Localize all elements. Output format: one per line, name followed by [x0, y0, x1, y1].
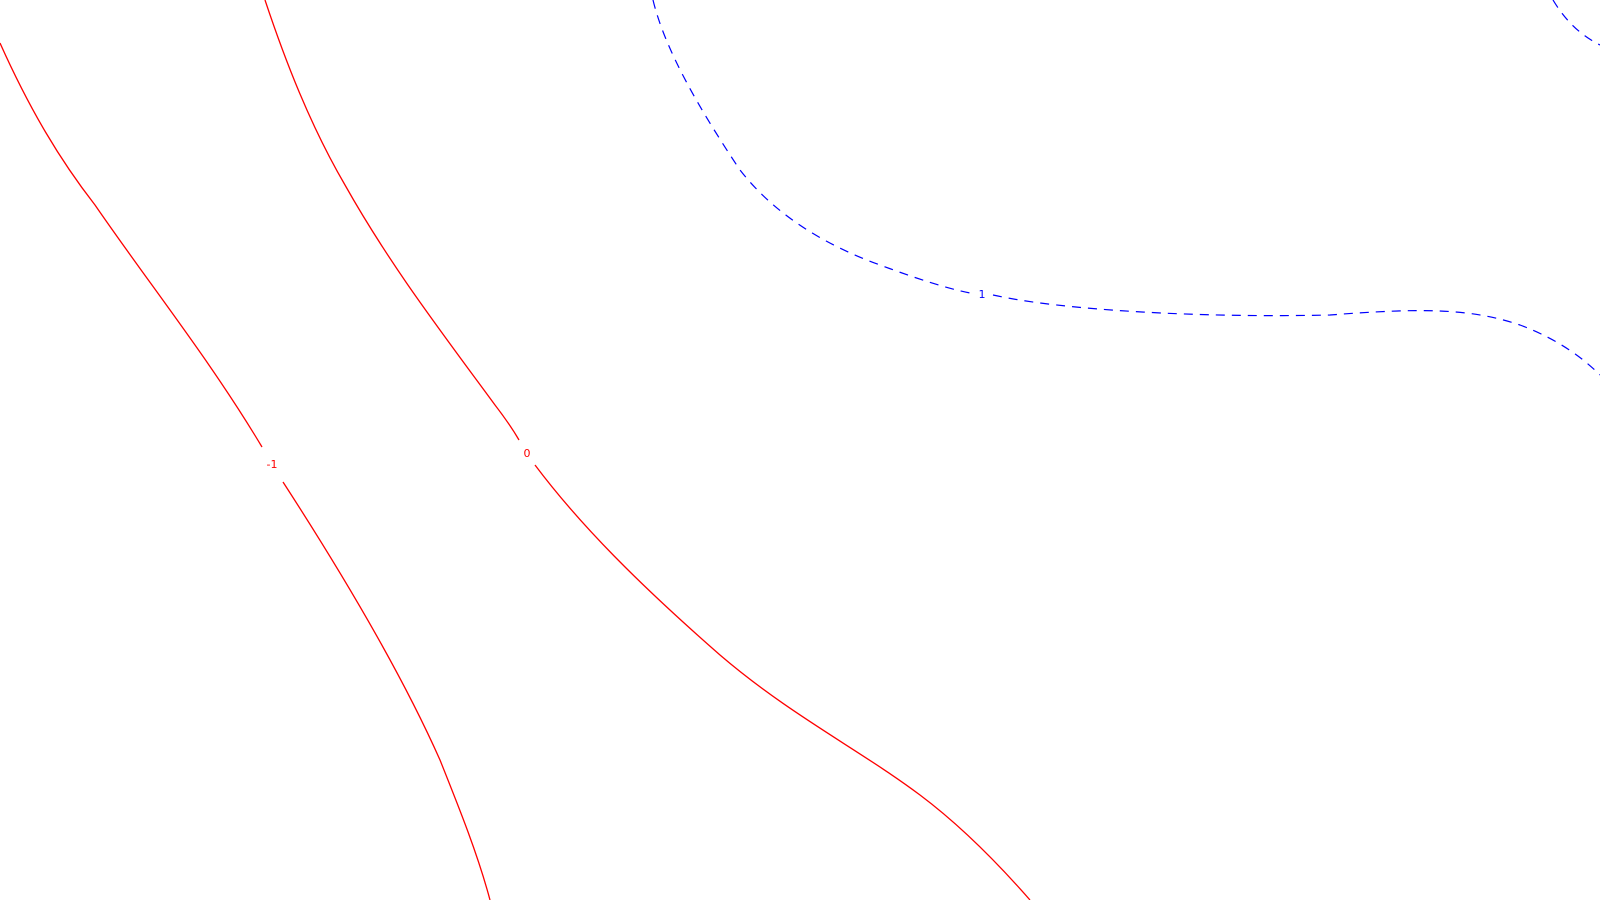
contour-label-minus-1: -1 [267, 458, 278, 471]
contour-label-1: 1 [979, 288, 986, 301]
contour-line-0-lower [534, 464, 1031, 900]
contour-line-1-corner [1552, 0, 1600, 46]
contour-line-1-right [992, 294, 1600, 376]
contour-label-0: 0 [524, 447, 531, 460]
contour-line-minus-1 [0, 42, 263, 448]
contour-line-minus-1-lower [282, 481, 491, 900]
contour-line-0 [264, 0, 520, 441]
contour-line-1 [652, 0, 971, 294]
